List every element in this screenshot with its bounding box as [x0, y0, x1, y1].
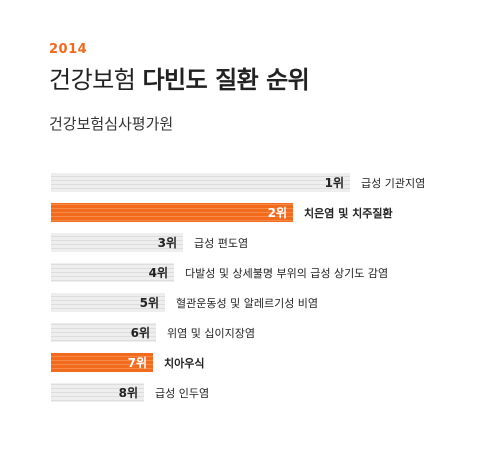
bar-rank-3 — [51, 233, 183, 252]
disease-label-6: 위염 및 십이지장염 — [167, 327, 255, 340]
disease-label-3: 급성 편도염 — [194, 237, 248, 250]
bar-rank-8 — [51, 383, 144, 402]
rank-label-5: 5위 — [140, 296, 159, 310]
bar-rank-7 — [51, 353, 153, 372]
chart-subtitle: 건강보험심사평가원 — [49, 115, 174, 133]
bar-rank-6 — [51, 323, 156, 342]
disease-label-5: 혈관운동성 및 알레르기성 비염 — [176, 296, 318, 310]
rank-label-6: 6위 — [131, 326, 150, 340]
rank-label-1: 1위 — [325, 176, 344, 190]
rank-label-8: 8위 — [119, 386, 138, 400]
bars-group: 1위 급성 기관지염 2위 치은염 및 치주질환 3위 급성 편도염 4위 다발성 및 상세불… — [51, 173, 425, 402]
disease-label-4: 다발성 및 상세불명 부위의 급성 상기도 감염 — [185, 267, 388, 280]
chart-title-highlight: 다빈도 질환 순위 — [142, 66, 310, 94]
bar-rank-1 — [51, 173, 350, 192]
bar-rank-4 — [51, 263, 174, 282]
disease-label-7: 치아우식 — [164, 356, 204, 370]
bar-rank-2 — [51, 203, 293, 222]
rank-label-3: 3위 — [158, 236, 177, 250]
disease-label-8: 급성 인두염 — [155, 387, 209, 400]
chart-year: 2014 — [49, 42, 88, 57]
chart-title: 건강보험 다빈도 질환 순위 — [49, 60, 310, 95]
bar-rank-5 — [51, 293, 165, 312]
rank-label-7: 7위 — [128, 356, 147, 370]
rank-label-4: 4위 — [149, 266, 168, 280]
chart-title-prefix: 건강보험 — [49, 66, 136, 94]
disease-label-2: 치은염 및 치주질환 — [304, 206, 393, 220]
disease-label-1: 급성 기관지염 — [361, 177, 425, 190]
rank-label-2: 2위 — [268, 206, 287, 220]
